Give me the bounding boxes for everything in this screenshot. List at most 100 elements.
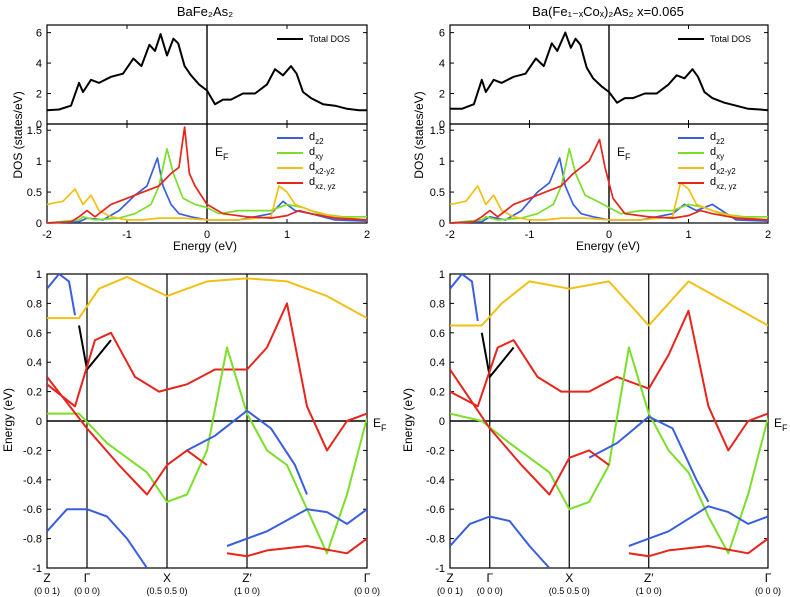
- left-bands-kpoint-coord: (1 0 0): [234, 586, 260, 596]
- left-bands-ytick-label: 0.8: [27, 298, 42, 310]
- left-bands-band-dxzyz: [226, 537, 367, 558]
- left-pdos-series-dxzyz: [46, 126, 368, 224]
- left-bands-ytick-label: 0.6: [27, 328, 42, 340]
- left-bands-band-dxzyz: [47, 376, 208, 496]
- right-pdos-series-dxzyz: [449, 138, 769, 224]
- right-bands-band-dxzyz: [628, 537, 768, 558]
- right-bands-kpoint-label: Z′: [644, 571, 654, 585]
- right-bands-band-total: [480, 332, 515, 378]
- right-bands-band-dz2: [628, 505, 768, 547]
- left-bands-ytick-label: 0.2: [27, 387, 42, 399]
- right-bands-kpoint-label: X: [565, 571, 573, 585]
- left-energy-xlabel: Energy (eV): [173, 239, 237, 253]
- right-pdos-ytick-label: 0.5: [430, 187, 445, 199]
- right-dos-ylabel: DOS (states/eV): [412, 91, 426, 178]
- left-pdos-ytick-label: 0.5: [27, 187, 42, 199]
- right-pdos-xtick-label: 2: [765, 229, 771, 241]
- left-bands-kpoint-coord: (0 0 1): [34, 586, 60, 596]
- right-pdos-ytick-label: 1: [439, 156, 445, 168]
- right-bands-band-dx2y2: [450, 280, 768, 327]
- left-pdos-legend-label: dz2: [309, 131, 324, 146]
- right-band-ylabel: Energy (eV): [401, 388, 415, 452]
- left-bands-band-total: [78, 325, 112, 371]
- right-bands-ytick-label: -0.2: [426, 445, 445, 457]
- left-bands-band-dz2: [226, 508, 367, 547]
- left-bands-band-dxzyz: [47, 302, 367, 452]
- right-bands-ytick-label: 0.6: [430, 328, 445, 340]
- left-pdos-xtick-label: 2: [364, 229, 370, 241]
- right-bands-band-dz2: [450, 515, 551, 568]
- left-title: BaFe₂As₂: [177, 4, 233, 19]
- right-pdos-legend-label: dxy: [710, 146, 724, 161]
- right-pdos-xtick-label: -1: [525, 229, 535, 241]
- left-pdos-ytick-label: 0: [36, 218, 42, 230]
- right-total-dos-ytick-label: 4: [439, 58, 445, 70]
- left-total-dos-ytick-label: 0: [36, 119, 42, 131]
- right-pdos-ytick-label: 0: [439, 218, 445, 230]
- left-pdos-legend-label: dx2-y2: [309, 161, 335, 176]
- left-pdos-legend-label: dxy: [309, 146, 323, 161]
- right-bands-ytick-label: -1: [435, 563, 445, 575]
- right-bands-ytick-label: -0.4: [426, 475, 445, 487]
- left-bands-ytick-label: -0.8: [23, 534, 42, 546]
- right-bands-kpoint-coord: (0.5 0.5 0): [549, 586, 590, 596]
- left-bands-bands-group: [47, 274, 367, 568]
- left-total-dos-ytick-label: 2: [36, 89, 42, 101]
- right-pdos-fermi-label: EF: [617, 145, 631, 162]
- right-bands-kpoint-label: Γ: [486, 571, 493, 585]
- left-bands-kpoint-label: Z: [43, 571, 50, 585]
- left-dos-ylabel: DOS (states/eV): [11, 91, 25, 178]
- left-pdos-ytick-label: 1.5: [27, 125, 42, 137]
- left-pdos-series-dx2y2: [46, 185, 368, 221]
- right-bands-kpoint-coord: (0 0 0): [477, 586, 503, 596]
- left-bands-kpoint-coord: (0 0 0): [74, 586, 100, 596]
- left-pdos-series-dxy: [46, 147, 367, 224]
- left-band-ylabel: Energy (eV): [1, 388, 15, 452]
- right-bands-ytick-label: 0.8: [430, 298, 445, 310]
- right-pdos-xtick-label: 0: [606, 229, 612, 241]
- right-pdos-series-dxy: [449, 147, 768, 224]
- right-bands-band-dxy: [450, 346, 768, 555]
- left-bands-kpoint-label: Γ: [84, 571, 91, 585]
- right-bands-ytick-label: 0.2: [430, 387, 445, 399]
- right-bands-ytick-label: -0.8: [426, 534, 445, 546]
- left-pdos-xtick-label: -1: [122, 229, 132, 241]
- left-bands-band-dxy: [47, 346, 367, 555]
- right-bands-kpoint-label: Z: [446, 571, 453, 585]
- left-bands-kpoint-label: X: [163, 571, 171, 585]
- right-pdos-ytick-label: 1.5: [430, 125, 445, 137]
- left-pdos-xtick-label: 1: [284, 229, 290, 241]
- right-pdos-xtick-label: 1: [685, 229, 691, 241]
- left-bands-band-dz2: [47, 274, 76, 316]
- right-bands-ytick-label: 1: [439, 269, 445, 281]
- left-bands-ytick-label: -0.2: [23, 445, 42, 457]
- left-bands-ytick-label: 0.4: [27, 357, 42, 369]
- right-bands-ytick-label: -0.6: [426, 504, 445, 516]
- right-bands-band-dxzyz: [450, 309, 768, 452]
- left-total-dos-ytick-label: 4: [36, 58, 42, 70]
- left-total-dos-legend-label: Total DOS: [309, 34, 350, 44]
- right-bands-kpoint-coord: (0 0 0): [755, 586, 781, 596]
- right-bands-bands-group: [450, 274, 768, 568]
- right-bands-kpoint-coord: (1 0 0): [636, 586, 662, 596]
- left-bands-band-dz2: [47, 508, 148, 568]
- right-bands-band-dz2: [588, 415, 710, 503]
- left-pdos-fermi-label: EF: [215, 145, 229, 162]
- right-bands-band-dz2: [450, 274, 479, 322]
- right-total-dos-series-total: [450, 31, 769, 112]
- right-pdos-legend-label: dx2-y2: [710, 161, 736, 176]
- left-bands-ytick-label: 0: [36, 416, 42, 428]
- right-total-dos-ytick-label: 6: [439, 28, 445, 40]
- right-bands-ytick-label: 0.4: [430, 357, 445, 369]
- right-total-dos-legend-label: Total DOS: [710, 34, 751, 44]
- right-title: Ba(Fe₁₋ₓCoₓ)₂As₂ x=0.065: [532, 4, 684, 19]
- left-pdos-xtick-label: 0: [204, 229, 210, 241]
- left-bands-band-dz2: [186, 409, 308, 495]
- right-pdos-xtick-label: -2: [445, 229, 455, 241]
- right-bands-fermi-label: EF: [774, 416, 788, 433]
- right-bands-kpoint-coord: (0 0 1): [437, 586, 463, 596]
- right-bands-ytick-label: 0: [439, 416, 445, 428]
- left-bands-kpoint-label: Z′: [242, 571, 252, 585]
- right-total-dos-ytick-label: 0: [439, 119, 445, 131]
